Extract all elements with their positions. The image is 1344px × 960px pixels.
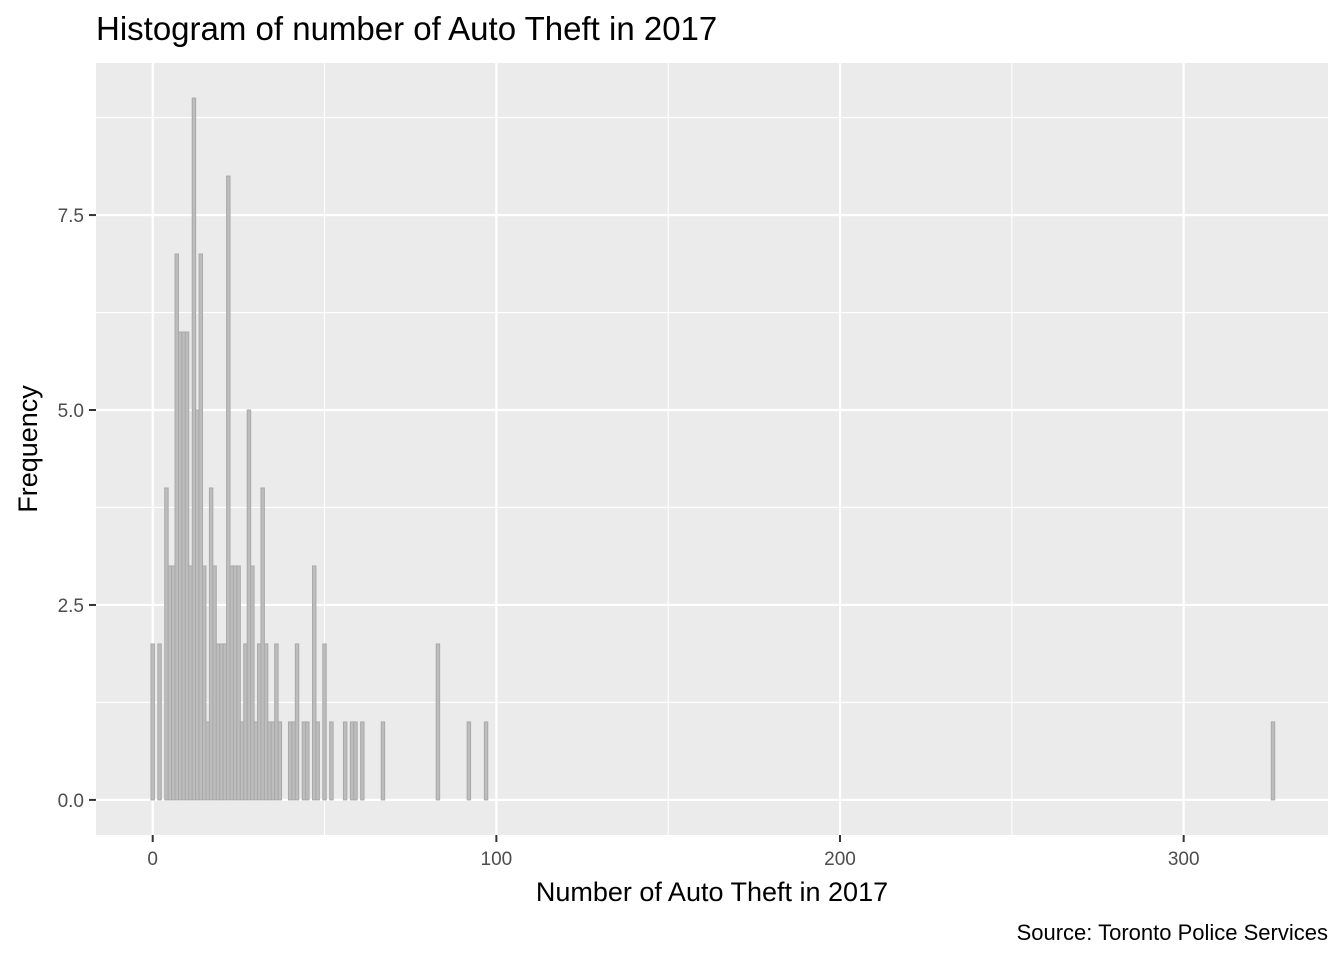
histogram-bar xyxy=(250,565,255,801)
histogram-bar xyxy=(188,565,193,801)
histogram-bars xyxy=(150,97,1276,801)
histogram-bar xyxy=(322,643,327,801)
histogram-bar xyxy=(181,331,186,801)
histogram-bar xyxy=(483,721,489,801)
histogram-bar xyxy=(219,643,224,801)
histogram-bar xyxy=(177,331,183,801)
x-tick-label: 0 xyxy=(147,849,158,870)
histogram-bar xyxy=(305,721,310,801)
histogram-bar xyxy=(342,721,348,801)
histogram-bar xyxy=(246,409,252,801)
histogram-bar xyxy=(243,643,248,801)
histogram-bar xyxy=(184,331,190,801)
histogram-bar xyxy=(236,565,241,801)
histogram-bar xyxy=(202,565,207,801)
histogram-bar xyxy=(291,721,296,801)
y-axis: 0.0 2.5 5.0 7.5 xyxy=(58,206,96,812)
x-tick-label: 100 xyxy=(481,849,513,870)
histogram-bar xyxy=(157,643,162,801)
histogram-bar xyxy=(257,643,262,801)
histogram-bar xyxy=(287,721,293,801)
histogram-bar xyxy=(277,721,283,801)
histogram-bar xyxy=(301,721,307,801)
histogram-bar xyxy=(191,97,197,801)
histogram-bar xyxy=(171,565,176,801)
y-tick-label: 0.0 xyxy=(58,791,84,812)
histogram-bar xyxy=(239,721,245,801)
y-axis-title: Frequency xyxy=(13,385,43,513)
x-axis: 0 100 200 300 xyxy=(147,835,1200,870)
histogram-bar xyxy=(435,643,441,801)
histogram-bar xyxy=(263,643,269,801)
histogram-bar xyxy=(167,565,173,801)
histogram-bar xyxy=(466,721,472,801)
x-tick-label: 200 xyxy=(824,849,856,870)
y-tick-label: 7.5 xyxy=(58,206,84,227)
histogram-bar xyxy=(349,721,355,801)
histogram-bar xyxy=(174,253,179,801)
histogram-bar xyxy=(150,643,155,801)
histogram-bar xyxy=(267,721,272,801)
histogram-bar xyxy=(198,253,204,801)
chart-title: Histogram of number of Auto Theft in 201… xyxy=(96,10,717,47)
source-caption: Source: Toronto Police Services xyxy=(1017,920,1328,945)
minor-gridlines xyxy=(96,63,1328,835)
histogram-bar xyxy=(229,565,234,801)
plot-panel xyxy=(96,63,1328,835)
histogram-bar xyxy=(360,721,365,801)
histogram-bar xyxy=(164,487,169,801)
histogram-bar xyxy=(226,175,231,801)
histogram-bar xyxy=(294,643,300,801)
histogram-bar xyxy=(270,721,276,801)
histogram-bar xyxy=(232,565,238,801)
histogram-bar xyxy=(205,721,210,801)
histogram-bar xyxy=(195,409,200,801)
histogram-bar xyxy=(274,643,279,801)
histogram-bar xyxy=(260,487,265,801)
histogram-bar xyxy=(222,643,228,801)
histogram-bar xyxy=(329,721,334,801)
histogram-bar xyxy=(253,721,259,801)
x-axis-title: Number of Auto Theft in 2017 xyxy=(536,877,888,907)
histogram-bar xyxy=(315,721,320,801)
major-gridlines xyxy=(96,63,1328,835)
y-tick-label: 5.0 xyxy=(58,401,84,422)
x-tick-label: 300 xyxy=(1168,849,1200,870)
histogram-bar xyxy=(353,721,358,801)
histogram-bar xyxy=(1270,721,1276,801)
histogram-bar xyxy=(312,565,317,801)
histogram-bar xyxy=(212,565,217,801)
histogram-bar xyxy=(215,643,221,801)
y-tick-label: 2.5 xyxy=(58,596,84,617)
histogram-bar xyxy=(380,721,386,801)
histogram-bar xyxy=(208,487,214,801)
